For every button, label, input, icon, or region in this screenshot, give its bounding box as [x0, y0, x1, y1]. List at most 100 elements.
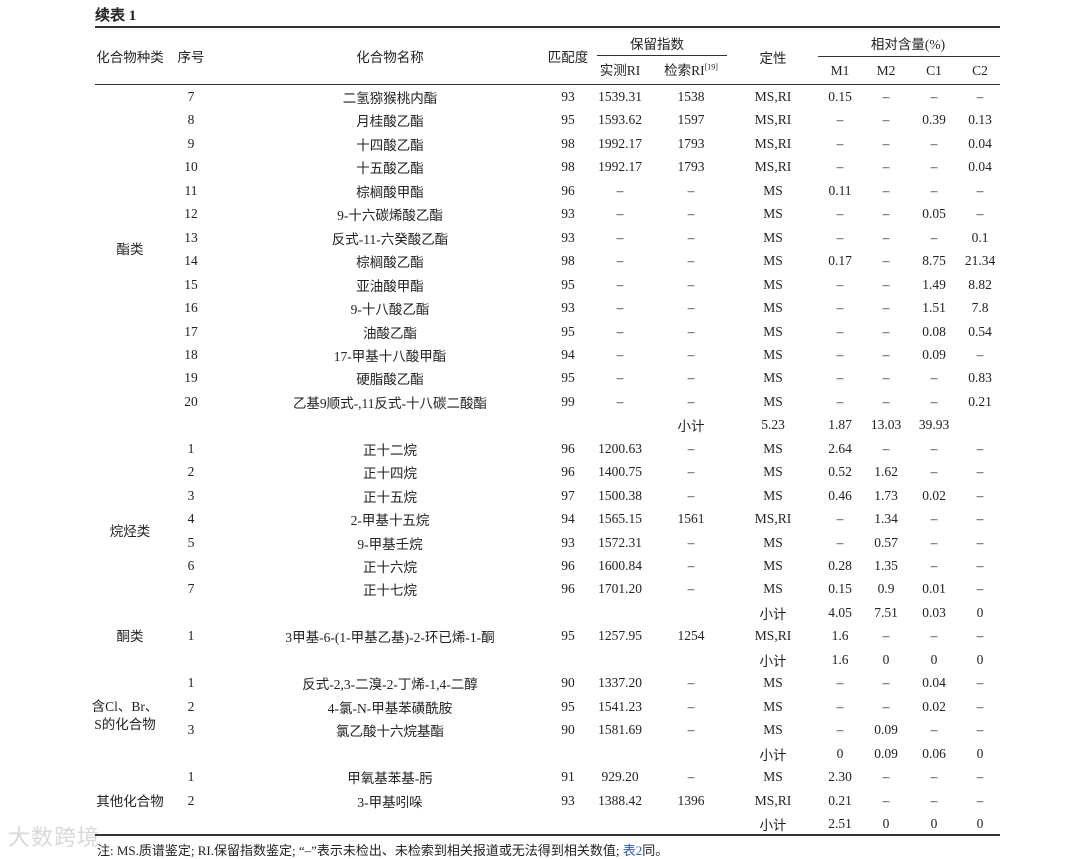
cell-c2: –	[976, 558, 984, 573]
cell-c1: –	[930, 159, 938, 175]
cell-c2: –	[976, 182, 984, 198]
cell-compound-name: 正十二烷	[363, 442, 417, 458]
cell-seq: 15	[184, 276, 198, 292]
header-m2: M2	[876, 63, 896, 78]
cell-ri-retrieved: –	[687, 276, 695, 292]
cell-seq: 8	[187, 112, 195, 128]
table-note: 注: MS.质谱鉴定; RI.保留指数鉴定; “–”表示未检出、未检索到相关报道…	[97, 840, 668, 859]
cell-ri-retrieved: 1538	[677, 89, 705, 104]
cell-m1: –	[836, 276, 844, 292]
cell-m1: 0.21	[828, 792, 852, 808]
cell-c1: 39.93	[918, 417, 950, 433]
cell-m2: –	[882, 253, 890, 269]
cell-seq: 2	[187, 464, 195, 480]
header-ri-retrieved: 检索RI[19]	[664, 59, 718, 79]
category-ketones: 酮类	[116, 629, 144, 644]
header-name: 化合物名称	[356, 50, 424, 65]
cell-m1: –	[836, 370, 844, 386]
cell-seq: 16	[184, 300, 198, 316]
cell-compound-name: 9-十六碳烯酸乙酯	[337, 208, 443, 224]
header-ri-group: 保留指数	[630, 37, 684, 52]
cell-c1: –	[930, 440, 938, 456]
cell-match: 90	[561, 722, 575, 738]
cell-c1: 0.09	[922, 346, 946, 362]
cell-c2: –	[976, 581, 984, 597]
cell-c2: 0	[976, 651, 984, 667]
cell-qualitative: 小计	[759, 653, 787, 669]
cell-seq: 1	[187, 675, 195, 691]
cell-ri-measured: 1500.38	[598, 487, 642, 503]
cell-compound-name: 9-甲基壬烷	[357, 536, 423, 552]
cell-c2: 0.21	[968, 393, 992, 409]
cell-ri-measured: –	[616, 229, 624, 245]
cell-c2: 0.13	[968, 112, 992, 128]
cell-qualitative: MS	[763, 698, 783, 714]
header-seq: 序号	[177, 50, 205, 65]
cell-match: 96	[561, 182, 575, 198]
cell-seq: 1	[187, 440, 195, 456]
cell-qualitative: MS	[763, 769, 783, 785]
cell-c2: 0.1	[971, 229, 989, 245]
cell-m1: 4.05	[828, 604, 852, 620]
cell-compound-name: 十四酸乙酯	[356, 137, 424, 153]
cell-compound-name: 月桂酸乙酯	[356, 114, 424, 130]
cell-match: 94	[561, 346, 575, 362]
cell-c2: –	[976, 722, 984, 738]
cell-c1: –	[930, 722, 938, 738]
cell-m1: 2.30	[828, 769, 852, 785]
cell-compound-name: 正十七烷	[363, 583, 417, 599]
cell-c2: 21.34	[964, 253, 996, 269]
cell-ri-retrieved: –	[687, 370, 695, 386]
cell-qualitative: MS	[763, 182, 783, 198]
cell-c1: –	[930, 511, 938, 527]
cell-c1: –	[930, 628, 938, 644]
cell-ri-retrieved: –	[687, 229, 695, 245]
cell-ri-retrieved: 1597	[677, 112, 705, 128]
cell-qualitative: MS,RI	[754, 511, 792, 527]
cell-m2: –	[882, 698, 890, 714]
cell-c2: –	[976, 487, 984, 503]
cell-qualitative: MS	[763, 487, 783, 503]
cell-ri-measured: 1600.84	[598, 558, 642, 573]
cell-m2: 0.9	[877, 581, 895, 597]
cell-m2: –	[882, 628, 890, 644]
cell-match: 93	[561, 206, 575, 222]
cell-m2: –	[882, 89, 890, 104]
header-c2: C2	[972, 63, 988, 78]
cell-match: 95	[561, 323, 575, 339]
cell-m1: 0.28	[828, 558, 852, 573]
cell-ri-measured: –	[616, 370, 624, 386]
cell-qualitative: MS	[763, 558, 783, 573]
cell-compound-name: 亚油酸甲酯	[356, 278, 424, 294]
cell-ri-retrieved: –	[687, 323, 695, 339]
cell-m1: –	[836, 675, 844, 691]
note-table-link[interactable]: 表2	[622, 843, 643, 858]
cell-seq: 11	[184, 182, 198, 198]
cell-c2: 0.04	[968, 135, 992, 151]
cell-compound-name: 油酸乙酯	[363, 325, 417, 341]
cell-m2: 13.03	[870, 417, 902, 433]
cell-ri-measured: 1539.31	[598, 89, 642, 104]
cell-c1: 0.39	[922, 112, 946, 128]
cell-ri-retrieved: –	[687, 675, 695, 691]
ri-group-rule	[597, 55, 727, 56]
cell-m2: –	[882, 182, 890, 198]
cell-qualitative: MS,RI	[754, 159, 792, 175]
cell-m1: 1.87	[828, 417, 852, 433]
cell-seq: 2	[187, 698, 195, 714]
cell-ri-measured: –	[616, 206, 624, 222]
cell-qualitative: MS	[763, 393, 783, 409]
cell-match: 96	[561, 581, 575, 597]
cell-ri-measured: 1388.42	[598, 792, 642, 808]
cell-m2: 0.57	[874, 534, 898, 550]
cell-m1: –	[836, 112, 844, 128]
cell-seq: 6	[187, 558, 195, 573]
cell-compound-name: 正十四烷	[363, 466, 417, 482]
cell-c2: –	[976, 89, 984, 104]
cell-qualitative: MS	[763, 229, 783, 245]
cell-c2: 0	[976, 604, 984, 620]
cell-c2: –	[976, 511, 984, 527]
cell-qualitative: MS	[763, 300, 783, 316]
cell-compound-name: 棕榈酸乙酯	[356, 255, 424, 271]
cell-seq: 7	[187, 581, 195, 597]
